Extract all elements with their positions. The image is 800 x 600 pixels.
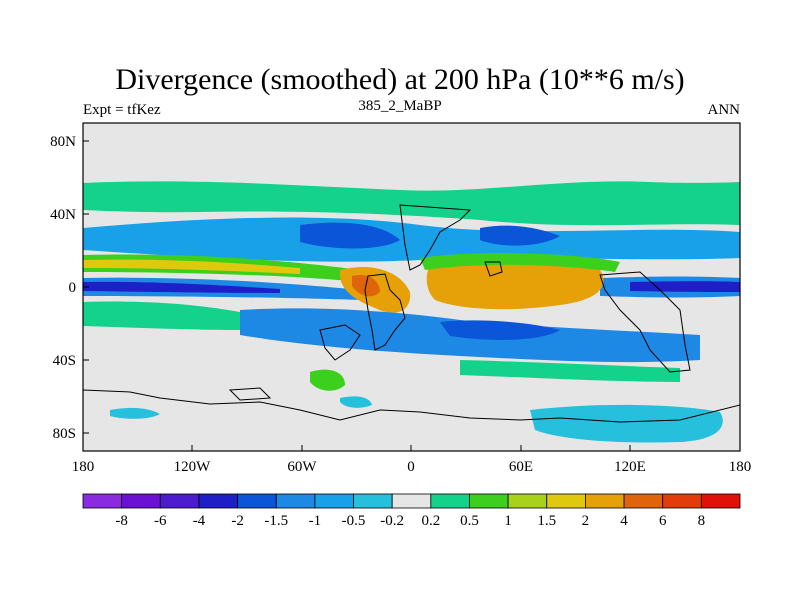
lon-tick-label: 120W [174, 459, 212, 475]
colorbar-level-label: 0.5 [460, 513, 479, 529]
contour-polar-blue-2 [110, 407, 160, 419]
lon-axis: 180 120W 60W 0 60E 120E 180 [72, 445, 752, 475]
coastline-south-islands [228, 387, 272, 401]
colorbar [82, 493, 741, 509]
contour-south-green-3 [310, 369, 345, 391]
colorbar-swatch [623, 493, 664, 509]
lon-tick-label: 60E [509, 459, 533, 475]
colorbar-swatch [159, 493, 200, 509]
colorbar-swatch [585, 493, 625, 509]
contour-north-darkblue [300, 222, 400, 249]
colorbar-level-label: -4 [193, 513, 206, 529]
run-label: 385_2_MaBP [358, 98, 442, 114]
contour-south-green [83, 301, 240, 330]
colorbar-level-label: -0.2 [380, 513, 404, 529]
colorbar-swatch [275, 493, 316, 509]
contour-polar-blue [530, 404, 723, 443]
colorbar-swatch [314, 493, 354, 509]
experiment-label: Expt = tfKez [83, 102, 161, 118]
colorbar-swatch [198, 493, 238, 509]
colorbar-level-label: -1.5 [264, 513, 288, 529]
colorbar-swatch [237, 493, 277, 509]
colorbar-swatch [353, 493, 393, 509]
colorbar-level-label: 8 [698, 513, 706, 529]
colorbar-level-label: 6 [659, 513, 667, 529]
lon-tick-label: 60W [287, 459, 317, 475]
contour-polar-blue-3 [340, 396, 372, 408]
colorbar-level-label: -0.5 [342, 513, 366, 529]
lat-tick-label: 0 [69, 280, 77, 296]
contour-south-green-2 [460, 360, 680, 382]
lat-tick-label: 80S [53, 426, 76, 442]
colorbar-swatch [546, 493, 586, 509]
colorbar-swatch [391, 493, 432, 509]
contour-south-darkblue [440, 320, 560, 340]
contour-equator-darkblue-east [630, 281, 740, 292]
colorbar-swatch [121, 493, 161, 509]
colorbar-swatch [430, 493, 470, 509]
lat-tick-label: 80N [50, 134, 76, 150]
lon-tick-label: 120E [614, 459, 646, 475]
colorbar-level-label: -1 [309, 513, 322, 529]
contour-indian-orange [426, 260, 604, 310]
lon-tick-label: 0 [407, 459, 415, 475]
contour-tropic-yellow [83, 259, 300, 274]
colorbar-level-label: 0.2 [421, 513, 440, 529]
contour-indian-green [420, 253, 620, 272]
colorbar-swatch [469, 493, 509, 509]
lat-tick-label: 40S [53, 353, 76, 369]
colorbar-swatch [82, 493, 123, 509]
lon-tick-label: 180 [72, 459, 95, 475]
coastline-south-america [319, 324, 361, 361]
coastline-africa [364, 273, 406, 351]
coastline-asia-east [599, 271, 691, 373]
colorbar-level-label: -8 [115, 513, 128, 529]
lat-axis: 80N 40N 0 40S 80S [50, 134, 89, 442]
coastline-arabia [484, 261, 503, 277]
coastline-eurasia [399, 204, 472, 271]
colorbar-level-label: -2 [231, 513, 244, 529]
lon-tick-label: 180 [729, 459, 752, 475]
lat-tick-label: 40N [50, 207, 76, 223]
colorbar-level-label: 2 [582, 513, 590, 529]
colorbar-level-label: 1 [504, 513, 512, 529]
colorbar-labels: -8 -6 -4 -2 -1.5 -1 -0.5 -0.2 0.2 0.5 1 1.5 2 4 6 8 [115, 513, 705, 529]
colorbar-swatch [507, 493, 548, 509]
season-label: ANN [707, 102, 741, 118]
coastline-antarctica [83, 389, 740, 451]
contour-north-blue [83, 217, 740, 262]
contour-north-green [83, 181, 740, 226]
colorbar-level-label: 4 [620, 513, 628, 529]
colorbar-level-label: 1.5 [537, 513, 556, 529]
colorbar-level-label: -6 [154, 513, 167, 529]
plot-title: Divergence (smoothed) at 200 hPa (10**6 … [115, 63, 685, 96]
colorbar-swatch [662, 493, 702, 509]
contour-fields [83, 181, 740, 443]
colorbar-swatch [700, 493, 741, 509]
contour-equator-darkblue [83, 281, 280, 293]
coastlines [83, 204, 740, 451]
contour-north-darkblue-2 [480, 225, 560, 246]
